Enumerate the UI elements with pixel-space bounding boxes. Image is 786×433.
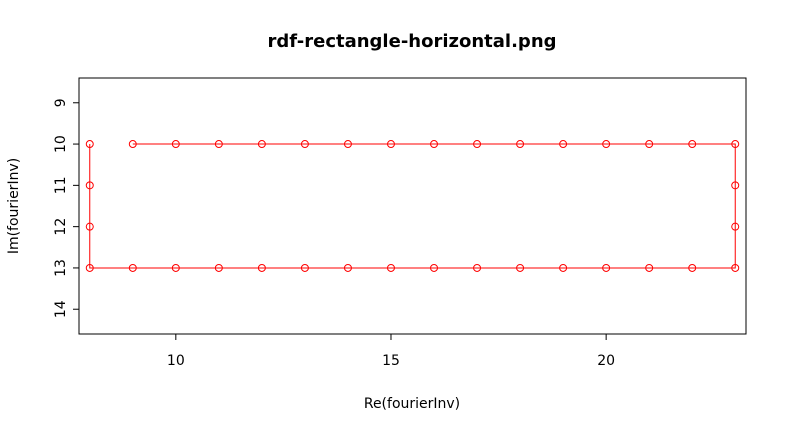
data-point xyxy=(645,263,654,272)
series-group xyxy=(85,140,740,272)
data-point xyxy=(300,140,309,149)
y-tick-label: 12 xyxy=(53,218,69,236)
data-point xyxy=(386,140,395,149)
data-point xyxy=(688,263,697,272)
x-tick-label: 20 xyxy=(597,353,615,369)
data-point xyxy=(559,263,568,272)
data-point xyxy=(214,140,223,149)
data-point xyxy=(85,140,94,149)
data-point xyxy=(386,263,395,272)
data-point xyxy=(171,263,180,272)
series-line xyxy=(89,143,736,269)
data-point xyxy=(731,181,740,190)
data-point xyxy=(128,263,137,272)
x-axis-label: Re(fourierInv) xyxy=(364,396,460,412)
x-tick-label: 10 xyxy=(167,353,185,369)
data-point xyxy=(85,181,94,190)
data-point xyxy=(688,140,697,149)
data-point xyxy=(473,263,482,272)
y-axis-label: Im(fourierInv) xyxy=(6,158,22,254)
data-point xyxy=(473,140,482,149)
data-point xyxy=(343,140,352,149)
plot-area xyxy=(78,77,747,335)
data-point xyxy=(731,222,740,231)
data-point xyxy=(85,222,94,231)
x-axis: 10 15 20 xyxy=(167,333,615,369)
data-point xyxy=(171,140,180,149)
data-point xyxy=(214,263,223,272)
data-point xyxy=(645,140,654,149)
data-point xyxy=(731,263,740,272)
y-axis: 9 10 11 12 13 14 xyxy=(53,98,80,318)
y-tick-label: 13 xyxy=(53,259,69,277)
y-tick-label: 10 xyxy=(53,135,69,153)
data-point xyxy=(85,263,94,272)
data-point xyxy=(128,140,137,149)
chart-title: rdf-rectangle-horizontal.png xyxy=(267,31,556,52)
data-point xyxy=(559,140,568,149)
data-point xyxy=(516,263,525,272)
data-point xyxy=(602,263,611,272)
y-tick-label: 14 xyxy=(53,300,69,318)
data-point xyxy=(430,140,439,149)
data-point xyxy=(731,140,740,149)
y-tick-label: 11 xyxy=(53,176,69,194)
x-tick-label: 15 xyxy=(382,353,400,369)
plot-frame xyxy=(78,77,747,335)
data-point xyxy=(516,140,525,149)
data-point xyxy=(257,140,266,149)
data-point xyxy=(257,263,266,272)
data-point xyxy=(300,263,309,272)
y-tick-label: 9 xyxy=(53,98,69,107)
data-point xyxy=(343,263,352,272)
data-point xyxy=(602,140,611,149)
data-point xyxy=(430,263,439,272)
